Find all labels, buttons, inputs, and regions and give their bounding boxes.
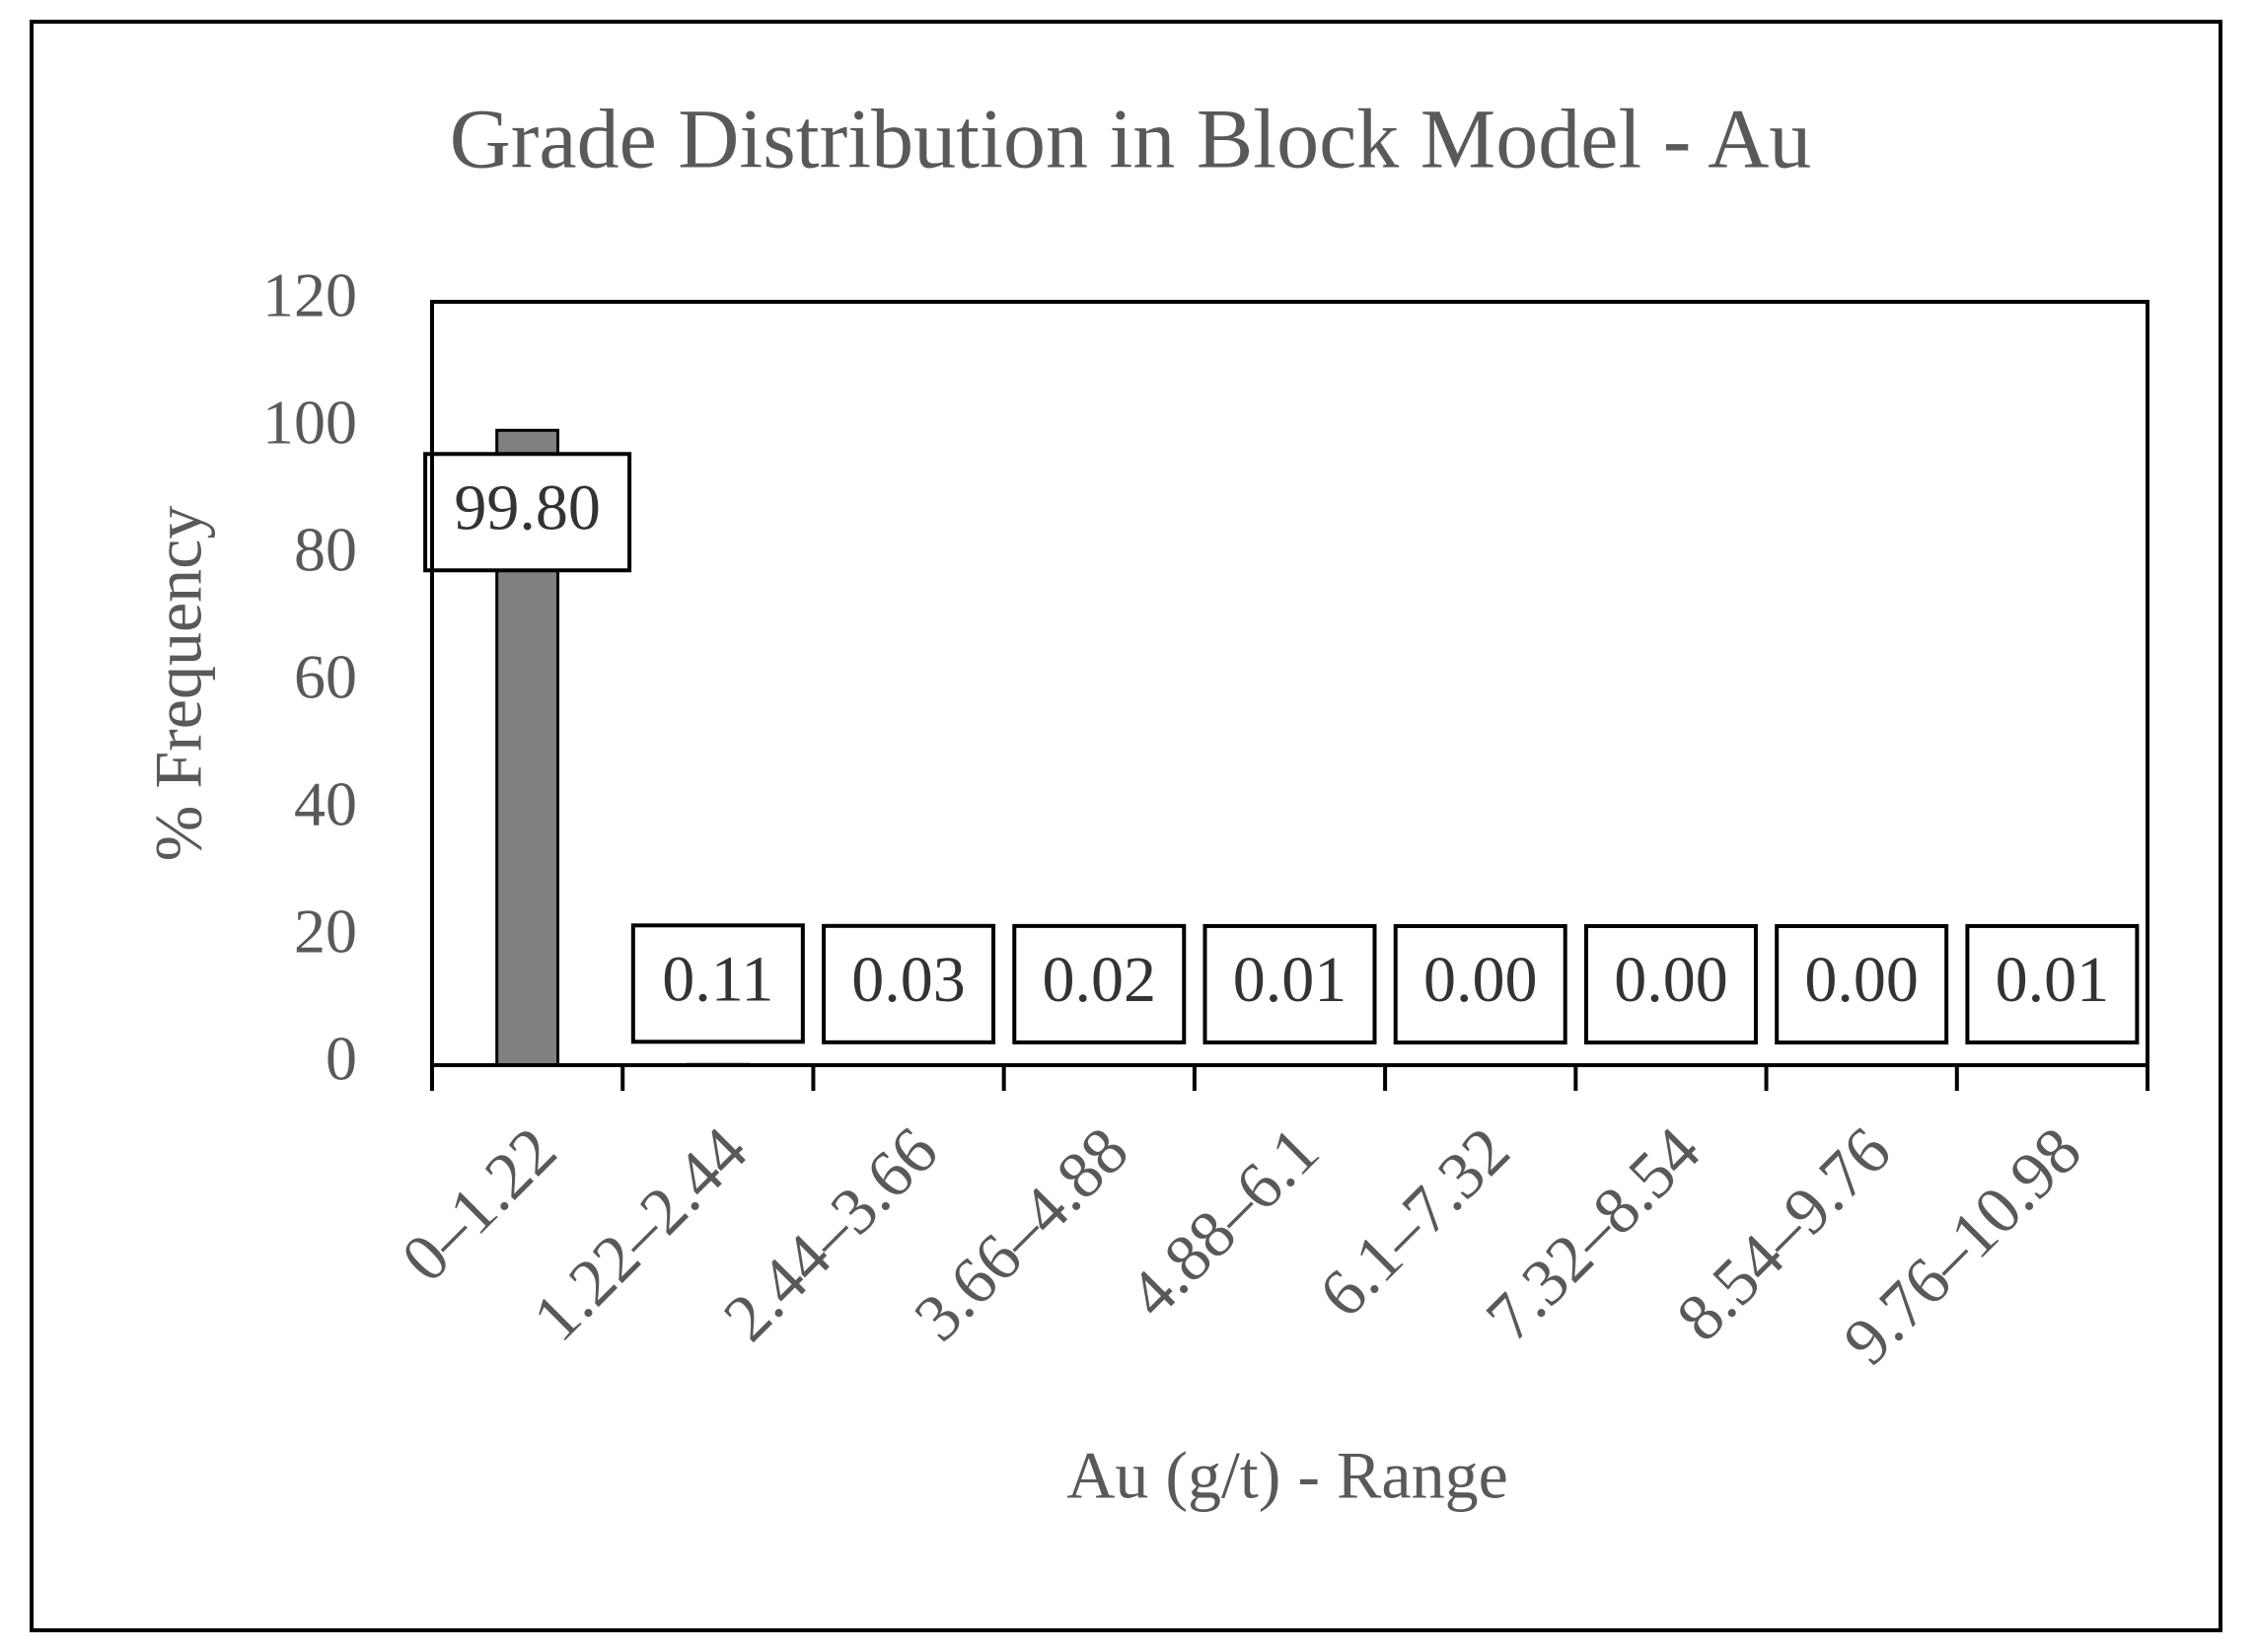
y-tick-label: 120: [262, 260, 357, 330]
data-label: 0.00: [1614, 944, 1728, 1016]
y-tick-label: 80: [294, 515, 357, 585]
data-label: 0.03: [851, 944, 966, 1016]
data-label-box: [1965, 923, 2140, 1044]
data-label-box: [630, 923, 805, 1044]
data-label-box: [1583, 924, 1758, 1044]
chart-title: Grade Distribution in Block Model - Au: [450, 92, 1812, 186]
y-tick-label: 60: [294, 642, 357, 712]
x-axis-title: Au (g/t) - Range: [1066, 1438, 1508, 1513]
data-label: 0.00: [1423, 944, 1538, 1016]
data-label-box: [1012, 923, 1187, 1044]
data-label-box: [1202, 923, 1377, 1044]
data-label-box: [1775, 924, 1949, 1044]
y-tick-label: 100: [262, 388, 357, 458]
y-axis-title: % Frequency: [141, 506, 216, 862]
y-tick-label: 0: [326, 1024, 357, 1094]
data-label: 0.01: [1233, 944, 1347, 1016]
data-label: 0.02: [1043, 944, 1157, 1016]
chart-border: [30, 20, 2222, 1632]
data-label-box: [822, 923, 996, 1044]
plot-border: [430, 300, 2149, 1067]
data-label: 0.00: [1804, 944, 1919, 1016]
data-label-box: [423, 452, 632, 573]
data-label: 99.80: [454, 471, 601, 543]
data-label: 0.11: [662, 943, 773, 1015]
y-tick-label: 20: [294, 897, 357, 967]
data-label: 0.01: [1996, 944, 2110, 1016]
y-tick-label: 40: [294, 769, 357, 839]
data-label-box: [1393, 924, 1567, 1044]
